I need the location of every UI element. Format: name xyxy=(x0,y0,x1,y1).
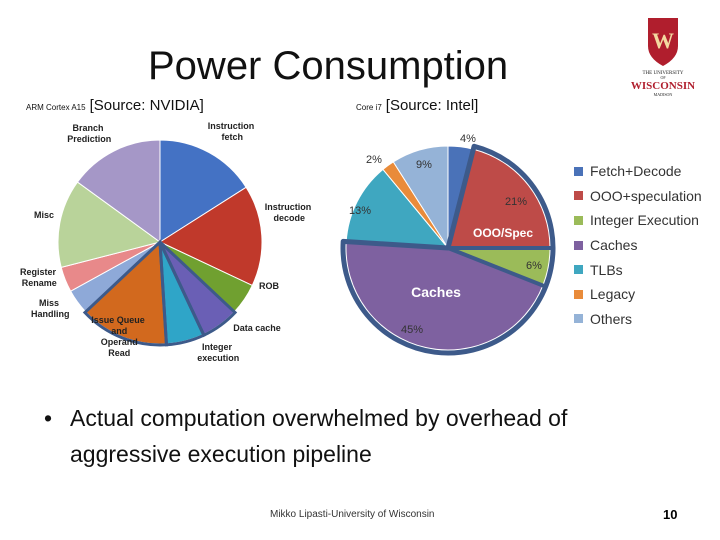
legend-label: Others xyxy=(590,310,633,327)
logo-text-top: THE UNIVERSITY xyxy=(643,71,684,76)
slice-label-rob: ROB xyxy=(259,281,280,291)
slide-title: Power Consumption xyxy=(148,44,509,88)
bullet-text: Actual computation overwhelmed by overhe… xyxy=(70,405,568,467)
slice-label-integer-execution: Integer execution xyxy=(195,342,240,363)
legend-item-ooo-speculation: OOO+speculation xyxy=(574,184,702,209)
legend-swatch xyxy=(574,289,583,299)
legend-swatch xyxy=(574,240,583,250)
slice-label-issue-queue-and-operand-read: Issue Queue and Operand Read xyxy=(91,315,145,358)
pie-slice-ooo-speculation xyxy=(447,148,551,249)
legend-label: Fetch+Decode xyxy=(590,163,682,180)
pie-slice-others xyxy=(392,145,449,250)
logo-text-of: OF xyxy=(660,75,666,80)
legend-item-fetch-decode: Fetch+Decode xyxy=(574,159,702,184)
legend-swatch xyxy=(574,265,583,275)
highlight-divider xyxy=(447,246,547,289)
page-number: 10 xyxy=(663,507,678,522)
logo-letter: W xyxy=(652,28,674,53)
slide-footer: Mikko Lipasti-University of Wisconsin xyxy=(270,509,435,520)
slice-label-instruction-fetch: Instruction fetch xyxy=(208,121,255,142)
pct-label-others: 9% xyxy=(416,159,432,171)
pct-label-fetch-decode: 4% xyxy=(460,133,476,145)
pct-label-tlbs: 13% xyxy=(349,205,371,217)
chart-legend: Fetch+Decode OOO+speculation Integer Execu… xyxy=(574,159,702,331)
pct-label-caches: 45% xyxy=(401,324,423,336)
legend-label: OOO+speculation xyxy=(590,187,702,204)
source-right-chip: Core i7 xyxy=(356,103,382,112)
slice-label-data-cache: Data cache xyxy=(233,323,281,333)
pct-label-legacy: 2% xyxy=(366,154,382,166)
pct-label-integer-execution: 6% xyxy=(526,260,542,272)
source-right-label: [Source: Intel] xyxy=(385,97,479,114)
slice-label-misc: Misc xyxy=(34,210,54,220)
bullet-dot: • xyxy=(44,405,53,431)
source-left: ARM Cortex A15 [Source: NVIDIA] xyxy=(26,97,204,114)
legend-swatch xyxy=(574,191,583,201)
pie-slice-caches xyxy=(345,241,544,351)
source-left-label: [Source: NVIDIA] xyxy=(89,97,204,114)
legend-label: Caches xyxy=(590,237,638,254)
source-right: Core i7 [Source: Intel] xyxy=(356,97,478,114)
legend-label: Legacy xyxy=(590,286,636,303)
legend-item-caches: Caches xyxy=(574,233,702,258)
pie-slice-branch-prediction xyxy=(76,139,161,243)
overlay-label-caches: Caches xyxy=(411,284,461,300)
pie-slice-instruction-fetch xyxy=(159,139,247,243)
legend-label: Integer Execution xyxy=(590,212,699,229)
pie-slice-tlbs xyxy=(345,168,450,249)
core-i7-power-pie-chart: 4% 21% 6% 45% 13% 2% 9% OOO/Spec Caches xyxy=(340,133,556,356)
slice-label-miss-handling: Miss Handling xyxy=(29,298,70,319)
university-logo: W THE UNIVERSITY OF WISCONSIN MADISON xyxy=(631,18,695,97)
legend-item-integer-execution: Integer Execution xyxy=(574,208,702,233)
legend-swatch xyxy=(574,166,583,176)
overlay-label-ooo-spec: OOO/Spec xyxy=(473,226,533,240)
legend-swatch xyxy=(574,314,583,324)
legend-swatch xyxy=(574,215,583,225)
arm-power-pie-chart: Instruction fetch Instruction decode ROB Da… xyxy=(19,121,312,363)
source-left-chip: ARM Cortex A15 xyxy=(26,103,86,112)
slice-label-instruction-decode: Instruction decode xyxy=(265,202,312,223)
slice-label-register-rename: Register Rename xyxy=(19,267,57,288)
legend-item-others: Others xyxy=(574,307,702,332)
legend-label: TLBs xyxy=(590,261,623,278)
pie-slice-instruction-decode xyxy=(158,186,263,287)
pct-label-ooo-speculation: 21% xyxy=(505,196,527,208)
logo-shield xyxy=(648,18,678,66)
legend-item-tlbs: TLBs xyxy=(574,257,702,282)
highlight-outline-ooo-caches xyxy=(340,143,556,356)
logo-text-main: WISCONSIN xyxy=(631,80,695,92)
logo-text-bottom: MADISON xyxy=(654,92,673,97)
highlight-outline-issue-queue-and-operand-read xyxy=(82,238,169,347)
legend-item-legacy: Legacy xyxy=(574,282,702,307)
pie-slice-misc xyxy=(57,181,162,268)
slice-label-branch-prediction: Branch Prediction xyxy=(65,123,112,144)
